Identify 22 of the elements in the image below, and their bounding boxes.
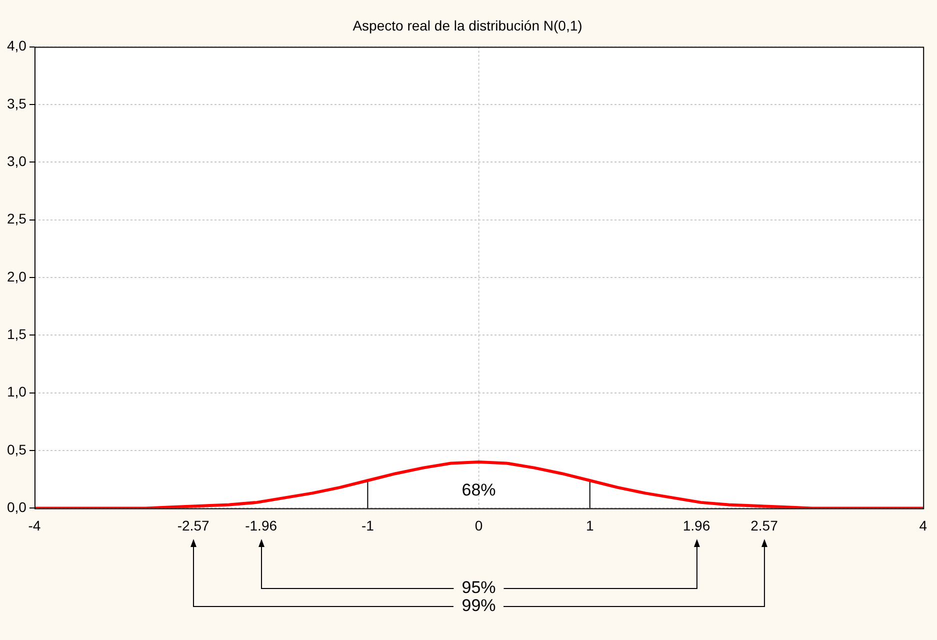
y-tick-label: 2,5 xyxy=(6,210,27,227)
text: 99% xyxy=(462,596,496,615)
y-tick-label: 4,0 xyxy=(6,38,27,54)
y-tick-label: 3,5 xyxy=(6,95,27,112)
y-tick-label: 1,0 xyxy=(6,384,27,400)
x-tick-label: 0 xyxy=(474,517,483,534)
text: 95% xyxy=(462,578,496,597)
y-tick-label: 3,0 xyxy=(6,153,27,170)
y-tick-label: 0,5 xyxy=(6,441,27,458)
x-tick-label: -4 xyxy=(28,517,41,534)
y-tick-label: 2,0 xyxy=(6,268,27,284)
x-tick-label: 1.96 xyxy=(682,517,710,534)
x-tick-label: 1 xyxy=(586,517,594,534)
y-tick-label: 1,5 xyxy=(6,326,27,342)
x-tick-label: -2.57 xyxy=(177,517,210,534)
y-tick-label: 0,0 xyxy=(6,499,27,516)
annotation: 68% xyxy=(462,480,496,500)
x-tick-label: -1 xyxy=(361,517,374,534)
x-tick-label: 2.57 xyxy=(750,517,778,534)
x-tick-label: -1.96 xyxy=(245,517,278,534)
chart-title: Aspecto real de la distribución N(0,1) xyxy=(352,17,582,34)
x-tick-label: 4 xyxy=(919,517,928,534)
